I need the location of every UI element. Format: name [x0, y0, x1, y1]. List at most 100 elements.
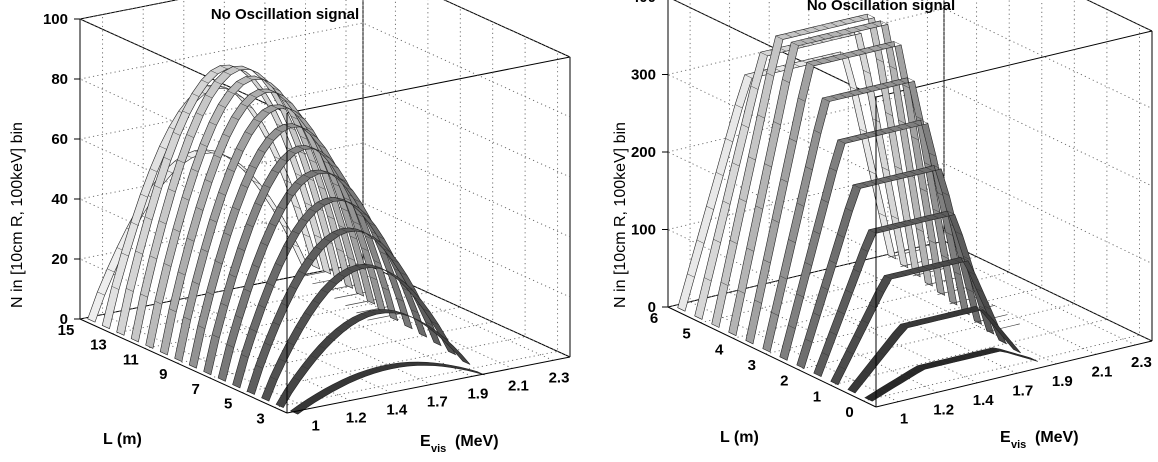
- right-e-tick-labels: 1 1.2 1.4 1.7 1.9 2.1 2.3: [900, 354, 1152, 428]
- strip-mesh-line: [218, 104, 226, 108]
- strip-mesh-line: [260, 77, 268, 82]
- strip-mesh-line: [254, 202, 262, 207]
- l-tick-label: 15: [58, 322, 75, 339]
- strip-mesh-line: [737, 289, 746, 294]
- tail-line: [356, 305, 391, 314]
- strip-mesh-line: [386, 309, 394, 314]
- strip-mesh-line: [272, 87, 281, 92]
- strip-mesh-line: [871, 22, 879, 27]
- surface-strip: [762, 77, 958, 353]
- chart-right: No Oscillation signal N in [10cm R, 100k…: [612, 0, 1153, 451]
- strip-mesh-line: [822, 97, 830, 102]
- strip-mesh-line: [163, 263, 172, 267]
- strip-mesh-line: [345, 186, 353, 191]
- strip-mesh-line: [945, 313, 954, 318]
- strip-mesh-line: [317, 201, 325, 206]
- strip-mesh-line: [140, 293, 148, 298]
- strip-mesh-line: [861, 182, 869, 187]
- strip-mesh-line: [829, 167, 837, 172]
- strip-mesh-line: [252, 180, 261, 185]
- strip-mesh-line: [791, 41, 799, 46]
- strip-mesh-line: [254, 75, 262, 80]
- strip-mesh-line: [898, 119, 906, 124]
- strip-mesh-line: [722, 200, 731, 205]
- l-tick-label: 2: [780, 373, 788, 390]
- strip-mesh-line: [293, 205, 301, 210]
- strip-mesh-line: [394, 310, 403, 315]
- strip-mesh-line: [755, 205, 763, 210]
- right-x-label-unit: (MeV): [1035, 429, 1079, 446]
- strip-mesh-line: [213, 154, 222, 159]
- strip-mesh-line: [985, 349, 993, 354]
- strip-mesh-line: [405, 287, 414, 291]
- strip-mesh-line: [315, 393, 324, 398]
- strip-mesh-line: [276, 92, 284, 96]
- strip-mesh-line: [300, 126, 309, 131]
- strip-mesh-line: [318, 186, 326, 190]
- strip-mesh-line: [298, 404, 307, 409]
- strip-mesh-line: [884, 225, 892, 230]
- strip-mesh-line: [235, 315, 243, 319]
- strip-mesh-line: [245, 76, 253, 80]
- strip-mesh-line: [847, 91, 856, 96]
- strip-mesh-line: [930, 264, 938, 269]
- strip-mesh-line: [837, 310, 845, 315]
- right-x-label-main: E: [1000, 429, 1011, 446]
- l-tick-label: 5: [224, 396, 232, 413]
- e-tick-label: 1.4: [973, 392, 995, 409]
- strip-mesh-line: [410, 309, 419, 314]
- strip-mesh-line: [420, 321, 428, 326]
- strip-mesh-line: [292, 377, 301, 381]
- l-tick-label: 3: [748, 357, 756, 374]
- strip-mesh-line: [331, 232, 340, 236]
- strip-mesh-line: [268, 222, 277, 227]
- strip-mesh-line: [222, 133, 230, 138]
- strip-mesh-line: [870, 360, 878, 365]
- strip-mesh-line: [862, 133, 871, 138]
- strip-mesh-line: [172, 132, 181, 136]
- strip-mesh-line: [880, 20, 888, 25]
- grid-line-z: [79, 138, 288, 234]
- strip-mesh-line: [754, 299, 762, 304]
- strip-mesh-line: [947, 210, 955, 215]
- surface-strip: [864, 347, 1038, 402]
- strip-mesh-line: [879, 129, 887, 134]
- l-tick-label: 11: [123, 351, 139, 368]
- left-x-label-main: E: [420, 433, 431, 450]
- strip-mesh-line: [960, 309, 969, 314]
- strip-mesh-line: [262, 109, 270, 114]
- surface-strip: [217, 169, 413, 382]
- strip-mesh-line: [149, 168, 158, 173]
- strip-mesh-line: [290, 115, 299, 120]
- surface-strip: [745, 41, 946, 345]
- strip-mesh-line: [902, 374, 910, 379]
- strip-mesh-line: [885, 176, 893, 181]
- right-y-axis-label: L (m): [720, 429, 759, 446]
- strip-mesh-line: [301, 365, 309, 370]
- strip-mesh-line: [241, 354, 249, 358]
- strip-mesh-line: [303, 312, 312, 317]
- strip-mesh-line: [434, 362, 443, 367]
- strip-mesh-line: [977, 351, 986, 356]
- strip-mesh-line: [889, 65, 897, 70]
- strip-mesh-line: [375, 367, 383, 371]
- strip-mesh-line: [307, 398, 315, 403]
- strip-mesh-line: [219, 65, 228, 70]
- strip-mesh-line: [374, 239, 382, 244]
- strip-mesh-line: [399, 272, 408, 276]
- grid-line-z: [79, 198, 288, 294]
- strip-mesh-line: [376, 235, 385, 240]
- strip-mesh-line: [953, 311, 961, 316]
- box-edge: [875, 30, 1153, 98]
- strip-mesh-line: [186, 237, 195, 242]
- strip-mesh-line: [928, 152, 937, 157]
- strip-mesh-line: [757, 114, 765, 119]
- strip-mesh-line: [300, 218, 308, 222]
- strip-mesh-line: [901, 173, 910, 177]
- strip-mesh-line: [732, 162, 740, 167]
- surface-strip: [290, 361, 485, 415]
- strip-mesh-line: [326, 336, 335, 341]
- box-edge: [286, 56, 571, 114]
- strip-mesh-line: [278, 358, 286, 363]
- strip-mesh-line: [881, 83, 890, 88]
